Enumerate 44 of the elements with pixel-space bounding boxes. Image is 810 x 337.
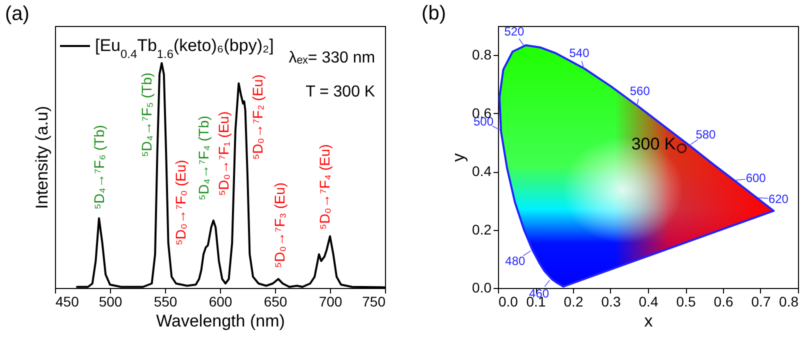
x-tick-label: 0.0 — [498, 294, 518, 310]
y-tick-label: 0.0 — [472, 280, 492, 296]
annotation: ⁵D₀→⁷F₀ (Eu) — [172, 160, 188, 246]
x-tick-label: 0.4 — [638, 294, 658, 310]
x-tick-label: 450 — [56, 294, 80, 310]
x-tick-label: 600 — [208, 294, 232, 310]
y-axis-title: y — [449, 152, 468, 162]
y-tick-label: 0.2 — [472, 221, 492, 238]
y-tick-label: 0.4 — [472, 163, 492, 180]
annotation: 300 K — [631, 134, 676, 154]
y-tick-label: 0.8 — [472, 46, 492, 63]
x-tick-label: 550 — [154, 294, 178, 310]
x-tick-label: 0.3 — [601, 294, 621, 310]
x-tick-label: 0.5 — [676, 294, 696, 310]
y-axis-title: Intensity (a.u) — [32, 106, 52, 209]
legend-label: [Eu$_{0.4}$Tb$_{1.6}$(keto)₆(bpy)₂] — [95, 36, 274, 61]
chart-title: (b) — [422, 2, 446, 24]
x-tick-label: 0.7 — [751, 294, 771, 310]
annotation: ⁵D₄→⁷F₅ (Tb) — [138, 72, 154, 157]
annotation: ⁵D₄→⁷F₄ (Tb) — [195, 116, 212, 200]
x-tick-label: 0.8 — [779, 294, 799, 310]
x-tick-label: 500 — [98, 294, 122, 310]
x-tick-label: 650 — [264, 294, 288, 310]
annotation: 580 — [696, 127, 716, 142]
annotation: 520 — [504, 24, 525, 38]
annotation: ⁵D₀→⁷F₃ (Eu) — [271, 182, 288, 268]
annotation: ⁵D₀→⁷F₂ (Eu) — [250, 74, 266, 160]
annotation: 480 — [505, 254, 526, 268]
x-tick-label: 0.2 — [564, 294, 584, 310]
x-tick-label: 700 — [318, 294, 342, 310]
x-axis-title: x — [644, 312, 654, 330]
annotation: λₑₓ= 330 nm — [288, 49, 376, 66]
annotation: 540 — [569, 46, 590, 60]
x-tick-label: 750 — [362, 294, 386, 310]
annotation: T = 300 K — [306, 84, 376, 100]
annotation: ⁵D₀→⁷F₁ (Eu) — [215, 111, 232, 196]
annotation: ⁵D₄→⁷F₆ (Tb) — [91, 124, 108, 210]
annotation: 600 — [746, 171, 766, 186]
annotation: 560 — [630, 84, 650, 98]
chart-title: (a) — [5, 3, 30, 25]
x-tick-label: 0.6 — [714, 294, 734, 310]
annotation: ⁵D₀→⁷F₄ (Eu) — [316, 144, 333, 230]
x-axis-title: Wavelength (nm) — [156, 312, 285, 330]
annotation: 620 — [768, 192, 789, 206]
